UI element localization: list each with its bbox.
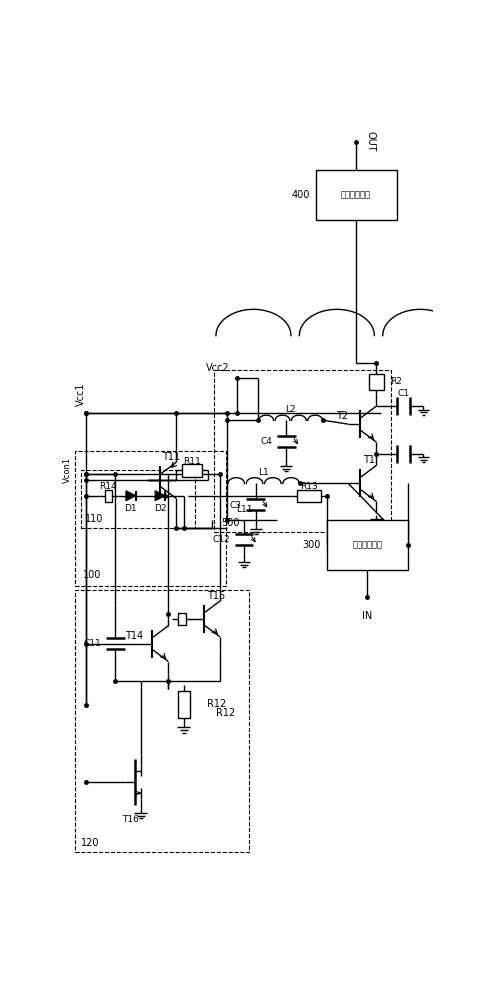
Text: L1: L1 <box>258 468 269 477</box>
Text: D2: D2 <box>154 504 166 513</box>
Text: L11: L11 <box>236 505 252 514</box>
Text: T15: T15 <box>207 591 226 601</box>
Text: OUT: OUT <box>366 131 376 152</box>
Text: T11: T11 <box>162 452 181 462</box>
Polygon shape <box>126 491 136 501</box>
Text: 输入匹配网络: 输入匹配网络 <box>352 541 382 550</box>
Text: 120: 120 <box>81 838 99 848</box>
Bar <box>81 470 195 528</box>
Text: 400: 400 <box>291 190 310 200</box>
Text: T14: T14 <box>125 631 143 641</box>
Bar <box>179 613 186 625</box>
Bar <box>182 464 202 477</box>
Text: R12: R12 <box>207 699 226 709</box>
Text: 输出匹配网络: 输出匹配网络 <box>341 190 371 199</box>
Text: 500: 500 <box>221 518 240 528</box>
Text: C3: C3 <box>230 500 242 510</box>
Text: IN: IN <box>362 611 372 621</box>
Bar <box>105 490 112 502</box>
Text: R11: R11 <box>183 457 200 466</box>
Text: C12: C12 <box>213 535 230 544</box>
Text: C1: C1 <box>398 389 410 398</box>
Text: T16: T16 <box>123 815 139 824</box>
Text: T2: T2 <box>336 411 348 421</box>
Bar <box>297 490 321 502</box>
Bar <box>316 170 397 220</box>
Text: C4: C4 <box>261 437 272 446</box>
Text: L2: L2 <box>285 405 296 414</box>
Bar <box>214 370 391 532</box>
Text: C11: C11 <box>84 639 101 648</box>
Text: Vcc2: Vcc2 <box>206 363 229 373</box>
Text: 100: 100 <box>83 570 101 580</box>
Bar <box>75 590 249 852</box>
Text: Vcon1: Vcon1 <box>63 457 72 483</box>
Text: R13: R13 <box>300 482 318 491</box>
Text: R14: R14 <box>99 482 116 491</box>
Bar <box>369 374 384 389</box>
Text: R2: R2 <box>390 377 402 386</box>
Text: Vcc1: Vcc1 <box>75 383 85 406</box>
Text: D1: D1 <box>125 504 137 513</box>
Bar <box>178 691 190 718</box>
Text: 300: 300 <box>303 540 321 550</box>
Text: R12: R12 <box>215 708 235 718</box>
Polygon shape <box>155 491 165 501</box>
Bar <box>75 451 226 586</box>
Text: T1: T1 <box>363 455 375 465</box>
Bar <box>327 520 408 570</box>
Text: 110: 110 <box>85 514 103 524</box>
